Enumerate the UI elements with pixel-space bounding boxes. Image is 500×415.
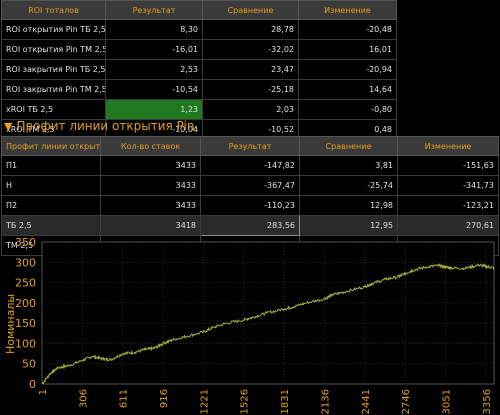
column-header[interactable]: Изменение: [298, 0, 397, 20]
result-cell: -16,01: [105, 39, 203, 60]
result-cell: -10,54: [105, 79, 203, 100]
section-title: Профит линии открытия Pin: [16, 119, 195, 133]
plot-frame: [41, 241, 495, 385]
y-tick-label: 100: [15, 337, 36, 350]
x-tick-label: 3356: [482, 389, 493, 414]
result-cell: 2,53: [105, 59, 203, 80]
collapse-triangle-icon[interactable]: ▼: [4, 119, 13, 133]
y-tick-label: 350: [15, 236, 36, 249]
x-tick-label: 611: [119, 389, 130, 408]
table-header-row: ROI тоталов Результат Сравнение Изменени…: [1, 0, 397, 20]
y-tick-label: 50: [22, 358, 36, 371]
result-cell-selected: 283,56: [200, 215, 300, 236]
chart-grid: [41, 241, 495, 385]
y-tick-label: 200: [15, 297, 36, 310]
profit-line-chart: 0 50 100 150 200 250 300 350 1 306 611 916 1221 1526…: [4, 236, 495, 414]
count-cell: 3433: [100, 175, 201, 196]
x-tick-label: 1831: [280, 389, 291, 414]
section-header[interactable]: ▼ Профит линии открытия Pin: [0, 117, 194, 135]
table-row[interactable]: П2 3433 -110,23 12,98 -123,21: [1, 195, 499, 216]
change-cell: -123,21: [397, 195, 499, 216]
row-name: Н: [1, 175, 101, 196]
change-cell: -151,63: [397, 155, 499, 176]
table-row[interactable]: xROI ТБ 2,5 1,23 2,03 -0,80: [1, 99, 397, 120]
change-cell: -341,73: [397, 175, 499, 196]
table-row[interactable]: П1 3433 -147,82 3,81 -151,63: [1, 155, 499, 176]
x-tick-label: 3051: [441, 389, 452, 414]
change-cell: -0,80: [298, 99, 397, 120]
x-axis: 1 306 611 916 1221 1526 1831 2136 2441 2746 3051 33…: [38, 389, 493, 414]
comparison-cell: -32,02: [202, 39, 299, 60]
result-cell-highlighted: 1,23: [105, 99, 203, 120]
column-header[interactable]: Сравнение: [202, 0, 299, 20]
table-row-selected[interactable]: ТБ 2,5 3418 283,56 12,95 270,61: [1, 215, 499, 236]
comparison-cell: 23,47: [202, 59, 299, 80]
row-name: П2: [1, 195, 101, 216]
change-cell: 16,01: [298, 39, 397, 60]
result-cell: 8,30: [105, 19, 203, 40]
series-line: [41, 262, 495, 385]
y-tick-label: 0: [29, 378, 36, 391]
result-cell: -367,47: [200, 175, 300, 196]
row-name: ROI закрытия Pin ТМ 2,5: [1, 79, 106, 100]
comparison-cell: -25,74: [299, 175, 398, 196]
y-tick-label: 150: [15, 317, 36, 330]
result-cell: -110,23: [200, 195, 300, 216]
column-header[interactable]: ROI тоталов: [1, 0, 106, 20]
result-cell: -10,04: [105, 119, 203, 140]
comparison-cell: 2,03: [202, 99, 299, 120]
y-tick-label: 300: [15, 256, 36, 269]
table-row[interactable]: ROI закрытия Pin ТБ 2,5 2,53 23,47 -20,9…: [1, 59, 397, 80]
change-cell: -20,94: [298, 59, 397, 80]
row-name: ROI открытия Pin ТМ 2,5: [1, 39, 106, 60]
table-row[interactable]: Н 3433 -367,47 -25,74 -341,73: [1, 175, 499, 196]
x-tick-label: 2136: [320, 389, 331, 414]
change-cell: 270,61: [397, 215, 499, 236]
x-tick-label: 1526: [240, 389, 251, 414]
x-tick-label: 2746: [401, 389, 412, 414]
comparison-cell: 28,78: [202, 19, 299, 40]
count-cell: 3433: [100, 155, 201, 176]
column-header[interactable]: Изменение: [397, 136, 499, 156]
change-cell: 14,64: [298, 79, 397, 100]
x-tick-label: 1: [38, 389, 49, 395]
table-row[interactable]: ROI открытия Pin ТБ 2,5 8,30 28,78 -20,4…: [1, 19, 397, 40]
x-tick-label: 2441: [361, 389, 372, 414]
y-axis-label: Номиналы: [4, 294, 17, 354]
x-tick-label: 916: [159, 389, 170, 408]
table-header-row: Профит линии открытия Кол-во ставок Резу…: [1, 136, 499, 156]
comparison-cell: -25,18: [202, 79, 299, 100]
series-area: [41, 262, 495, 385]
roi-totals-table: ROI тоталов Результат Сравнение Изменени…: [1, 0, 397, 140]
change-cell: -20,48: [298, 19, 397, 40]
x-tick-label: 1221: [199, 389, 210, 414]
table-row[interactable]: ROI открытия Pin ТМ 2,5 -16,01 -32,02 16…: [1, 39, 397, 60]
result-cell: -147,82: [200, 155, 300, 176]
y-tick-label: 250: [15, 277, 36, 290]
column-header[interactable]: Кол-во ставок: [100, 136, 201, 156]
comparison-cell: 12,98: [299, 195, 398, 216]
count-cell: 3433: [100, 195, 201, 216]
row-name: ROI закрытия Pin ТБ 2,5: [1, 59, 106, 80]
comparison-cell: 3,81: [299, 155, 398, 176]
count-cell: 3418: [100, 215, 201, 236]
column-header[interactable]: Профит линии открытия: [1, 136, 101, 156]
column-header[interactable]: Результат: [200, 136, 300, 156]
column-header[interactable]: Сравнение: [299, 136, 398, 156]
table-row[interactable]: ROI закрытия Pin ТМ 2,5 -10,54 -25,18 14…: [1, 79, 397, 100]
row-name: П1: [1, 155, 101, 176]
x-tick-label: 306: [78, 389, 89, 408]
comparison-cell: 12,95: [299, 215, 398, 236]
y-axis: 0 50 100 150 200 250 300 350: [15, 236, 36, 391]
column-header[interactable]: Результат: [105, 0, 203, 20]
row-name: ROI открытия Pin ТБ 2,5: [1, 19, 106, 40]
row-name: xROI ТБ 2,5: [1, 99, 106, 120]
